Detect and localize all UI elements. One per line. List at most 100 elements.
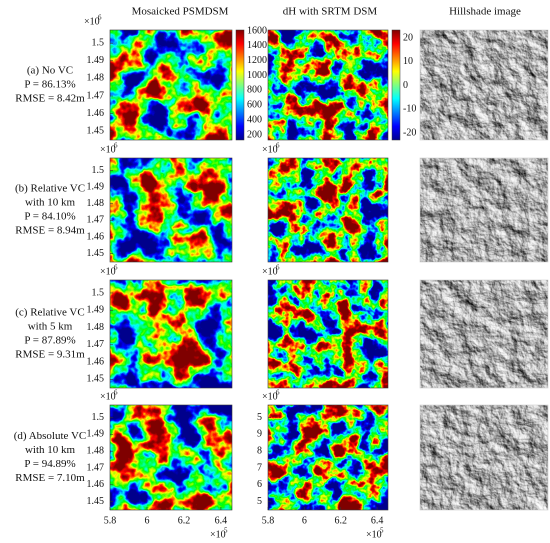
height-map bbox=[110, 158, 232, 262]
axis-exponent: ×10 bbox=[262, 391, 278, 402]
dh-map bbox=[268, 158, 388, 262]
colorbar-label: -20 bbox=[403, 127, 416, 138]
axis-exponent: ×10 bbox=[262, 266, 278, 277]
y-tick-label: 8 bbox=[257, 445, 262, 456]
row-label: (b) Relative VC bbox=[15, 183, 85, 195]
y-tick-label: 9 bbox=[257, 429, 262, 440]
axis-exponent-power: 6 bbox=[114, 264, 118, 272]
panel-frame bbox=[267, 29, 389, 141]
colorbar-label: 20 bbox=[403, 32, 413, 43]
column-header: Hillshade image bbox=[449, 6, 521, 18]
panel-frame bbox=[267, 404, 389, 511]
row-label: with 10 km bbox=[25, 197, 76, 209]
hillshade-image bbox=[420, 405, 548, 510]
row-label: (a) No VC bbox=[27, 65, 73, 77]
hillshade-image bbox=[420, 158, 548, 262]
y-tick-label: 1.5 bbox=[92, 165, 105, 176]
x-tick-label: 6.2 bbox=[334, 515, 347, 526]
row-label: with 5 km bbox=[28, 321, 73, 333]
dh-map bbox=[268, 30, 388, 140]
y-tick-label: 1.45 bbox=[87, 496, 105, 507]
y-tick-label: 1.48 bbox=[87, 322, 105, 333]
axis-exponent: ×10 bbox=[100, 266, 116, 277]
panel-frame bbox=[109, 157, 233, 263]
axis-exponent-power: 6 bbox=[276, 264, 280, 272]
colorbar-label: 10 bbox=[403, 56, 413, 67]
y-tick-label: 1.45 bbox=[87, 248, 105, 259]
y-tick-label: 1.49 bbox=[87, 181, 105, 192]
colorbar-label: -10 bbox=[403, 104, 416, 115]
axis-exponent-power: 5 bbox=[224, 527, 228, 535]
panel-frame bbox=[419, 404, 549, 511]
row-label: P = 84.10% bbox=[24, 211, 75, 223]
y-tick-label: 1.46 bbox=[87, 108, 105, 119]
axis-exponent: ×10 bbox=[84, 16, 100, 27]
panel-frame bbox=[419, 157, 549, 263]
y-tick-label: 7 bbox=[257, 462, 262, 473]
y-tick-label: 1.49 bbox=[87, 429, 105, 440]
colorbar-label: 800 bbox=[247, 85, 262, 96]
row-label: RMSE = 7.10m bbox=[15, 472, 85, 484]
hillshade-image bbox=[420, 30, 548, 140]
axis-exponent-power: 6 bbox=[98, 14, 102, 22]
y-tick-label: 1.49 bbox=[87, 55, 105, 66]
row-label: (c) Relative VC bbox=[15, 307, 84, 319]
x-tick-label: 5.8 bbox=[262, 515, 275, 526]
colorbar-label: 1600 bbox=[247, 25, 267, 36]
panel-frame bbox=[267, 279, 389, 389]
column-header: Mosaicked PSMDSM bbox=[132, 6, 229, 18]
colorbar-label: 600 bbox=[247, 100, 262, 111]
colorbar-label: 1400 bbox=[247, 40, 267, 51]
panel-frame bbox=[109, 404, 233, 511]
y-tick-label: 1.5 bbox=[92, 37, 105, 48]
panel-frame bbox=[267, 157, 389, 263]
y-tick-label: 5 bbox=[257, 412, 262, 423]
axis-exponent-power: 6 bbox=[276, 142, 280, 150]
colorbar-label: 1000 bbox=[247, 70, 267, 81]
dh-map bbox=[268, 405, 388, 510]
row-label: RMSE = 8.94m bbox=[15, 225, 85, 237]
y-tick-label: 1.47 bbox=[87, 339, 105, 350]
axis-exponent: ×10 bbox=[366, 529, 382, 540]
y-tick-label: 1.47 bbox=[87, 462, 105, 473]
y-tick-label: 1.46 bbox=[87, 356, 105, 367]
axis-exponent-power: 6 bbox=[276, 389, 280, 397]
y-tick-label: 1.49 bbox=[87, 305, 105, 316]
y-tick-label: 1.48 bbox=[87, 445, 105, 456]
y-tick-label: 1.45 bbox=[87, 125, 105, 136]
axis-exponent: ×10 bbox=[100, 391, 116, 402]
panel-frame bbox=[109, 29, 233, 141]
row-label: P = 86.13% bbox=[24, 79, 75, 91]
colorbar bbox=[235, 29, 245, 141]
colorbar bbox=[391, 29, 401, 141]
axis-exponent-power: 6 bbox=[114, 389, 118, 397]
row-label: RMSE = 9.31m bbox=[15, 349, 85, 361]
dh-map bbox=[268, 280, 388, 388]
x-tick-label: 5.8 bbox=[104, 515, 117, 526]
panel-frame bbox=[419, 29, 549, 141]
y-tick-label: 1.48 bbox=[87, 198, 105, 209]
y-tick-label: 1.48 bbox=[87, 73, 105, 84]
axis-exponent: ×10 bbox=[210, 529, 226, 540]
x-tick-label: 6.2 bbox=[178, 515, 191, 526]
x-tick-label: 6.4 bbox=[371, 515, 384, 526]
colorbar-label: 200 bbox=[247, 129, 262, 140]
row-label: P = 94.89% bbox=[24, 458, 75, 470]
axis-exponent: ×10 bbox=[100, 144, 116, 155]
row-label: (d) Absolute VC bbox=[14, 430, 87, 442]
height-map bbox=[110, 30, 232, 140]
y-tick-label: 5 bbox=[257, 496, 262, 507]
colorbar-label: 400 bbox=[247, 114, 262, 125]
x-tick-label: 6 bbox=[302, 515, 307, 526]
row-label: with 10 km bbox=[25, 444, 76, 456]
panel-frame bbox=[419, 279, 549, 389]
height-map bbox=[110, 280, 232, 388]
y-tick-label: 1.47 bbox=[87, 215, 105, 226]
panel-frame bbox=[109, 279, 233, 389]
row-label: RMSE = 8.42m bbox=[15, 93, 85, 105]
y-tick-label: 6 bbox=[257, 479, 262, 490]
hillshade-image bbox=[420, 280, 548, 388]
height-map bbox=[110, 405, 232, 510]
y-tick-label: 1.47 bbox=[87, 90, 105, 101]
